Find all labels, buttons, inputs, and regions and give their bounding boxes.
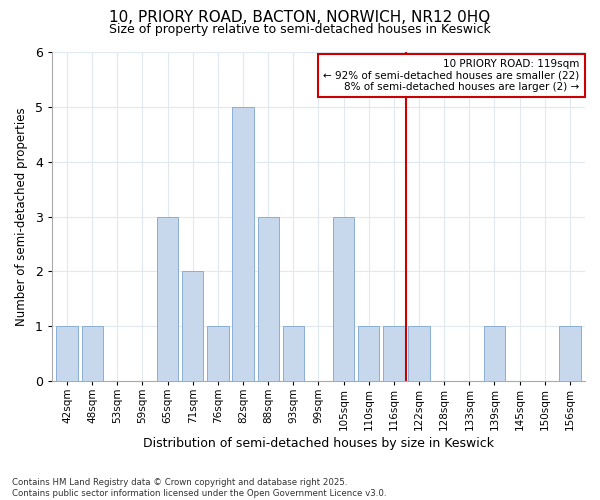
Text: 10 PRIORY ROAD: 119sqm
← 92% of semi-detached houses are smaller (22)
8% of semi: 10 PRIORY ROAD: 119sqm ← 92% of semi-det…	[323, 59, 580, 92]
Bar	[157, 216, 178, 381]
Bar	[409, 326, 430, 381]
Bar	[358, 326, 379, 381]
Bar	[56, 326, 78, 381]
Bar	[333, 216, 355, 381]
Text: Contains HM Land Registry data © Crown copyright and database right 2025.
Contai: Contains HM Land Registry data © Crown c…	[12, 478, 386, 498]
Bar	[484, 326, 505, 381]
Bar	[182, 272, 203, 381]
Bar	[207, 326, 229, 381]
X-axis label: Distribution of semi-detached houses by size in Keswick: Distribution of semi-detached houses by …	[143, 437, 494, 450]
Text: Size of property relative to semi-detached houses in Keswick: Size of property relative to semi-detach…	[109, 22, 491, 36]
Y-axis label: Number of semi-detached properties: Number of semi-detached properties	[15, 108, 28, 326]
Bar	[232, 107, 254, 381]
Bar	[283, 326, 304, 381]
Bar	[257, 216, 279, 381]
Bar	[559, 326, 581, 381]
Text: 10, PRIORY ROAD, BACTON, NORWICH, NR12 0HQ: 10, PRIORY ROAD, BACTON, NORWICH, NR12 0…	[109, 10, 491, 25]
Bar	[383, 326, 404, 381]
Bar	[82, 326, 103, 381]
